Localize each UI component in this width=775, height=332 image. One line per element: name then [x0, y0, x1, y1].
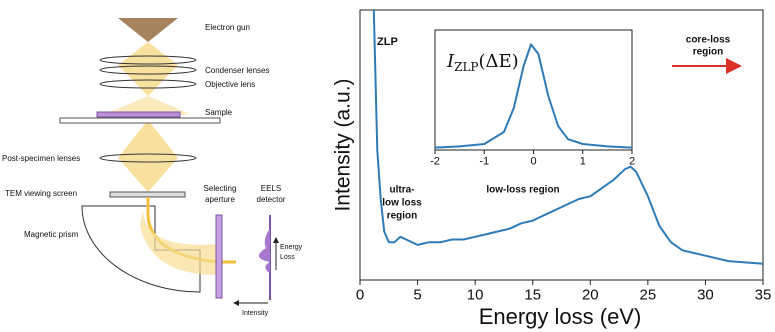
- annotation: low loss: [382, 198, 422, 209]
- x-tick-label: 20: [582, 286, 599, 303]
- x-tick-label: 5: [413, 286, 421, 303]
- holder: [59, 117, 221, 124]
- x-tick-label: 0: [356, 286, 364, 303]
- diagram-label: Sample: [205, 108, 233, 117]
- annotation: core-loss: [686, 35, 731, 46]
- x-tick-label: -1: [479, 156, 489, 168]
- x-tick-label: 1: [580, 156, 586, 168]
- diagram-label: EELS: [261, 184, 281, 193]
- plot-frame: [359, 9, 764, 281]
- data-line: [372, 10, 763, 265]
- diagram-label: Magnetic prism: [24, 230, 79, 239]
- lens: [99, 153, 197, 163]
- x-tick-label: 30: [697, 286, 714, 303]
- diagram-label: aperture: [205, 195, 235, 204]
- lens: [99, 65, 197, 75]
- inset-label-sub: ZLP: [454, 60, 478, 74]
- inset-frame: [434, 29, 633, 151]
- annotation: low-loss region: [486, 185, 559, 196]
- x-tick-label: 35: [755, 286, 772, 303]
- annotation: region: [693, 47, 724, 58]
- screen-shape: [109, 191, 186, 198]
- lens: [99, 55, 197, 65]
- annotation: region: [387, 211, 418, 222]
- diagram-label: Objective lens: [205, 80, 255, 89]
- beam: [118, 42, 178, 96]
- x-tick-label: 25: [640, 286, 657, 303]
- x-tick-label: 0: [530, 156, 536, 168]
- x-tick-label: 10: [467, 286, 484, 303]
- diagram-label: Intensity: [242, 310, 269, 317]
- sample-shape: [96, 111, 181, 118]
- diagram-label: Loss: [280, 254, 295, 261]
- beam-fan: [140, 210, 218, 275]
- prism-shape: [81, 205, 201, 293]
- diagram-label: Energy: [280, 244, 303, 251]
- schematic: Electron gun Condenser lenses Objective …: [2, 18, 303, 317]
- aperture-shape: [215, 214, 223, 299]
- beam: [118, 120, 178, 192]
- x-tick-label: 2: [629, 156, 635, 168]
- lens: [99, 79, 197, 89]
- diagram-label: TEM viewing screen: [5, 189, 77, 198]
- inset-label-arg: (ΔE): [479, 51, 519, 72]
- annotation: ultra-: [390, 185, 415, 196]
- inset-label: IZLP(ΔE): [446, 51, 519, 74]
- diagram-label: Condenser lenses: [205, 66, 269, 75]
- diagram-label: Electron gun: [205, 23, 250, 32]
- annotation: ZLP: [377, 36, 398, 48]
- diagram-label: Post-specimen lenses: [2, 154, 80, 163]
- gun-shape: [118, 18, 178, 42]
- x-axis-label: Energy loss (eV): [479, 304, 642, 329]
- diagram-label: detector: [257, 195, 286, 204]
- x-tick-label: -2: [430, 156, 440, 168]
- data-line: [435, 43, 632, 149]
- inset-label-main: I: [446, 51, 455, 72]
- y-axis-label: Intensity (a.u.): [332, 78, 355, 211]
- x-tick-label: 15: [524, 286, 541, 303]
- diagram-label: Selecting: [204, 184, 237, 193]
- spectrum-glyph: [258, 228, 270, 272]
